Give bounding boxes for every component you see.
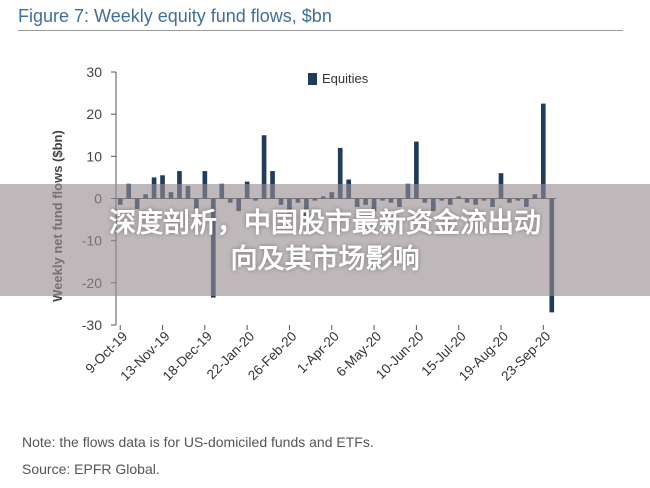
y-tick-label: 30 xyxy=(86,64,102,80)
y-tick-label: -30 xyxy=(82,317,102,333)
legend: Equities xyxy=(308,71,369,86)
y-tick-label: 20 xyxy=(86,106,102,122)
figure-title: Figure 7: Weekly equity fund flows, $bn xyxy=(18,6,332,26)
overlay-banner xyxy=(0,184,650,296)
bar-17 xyxy=(261,135,267,199)
x-tick-labels: 9-Oct-1913-Nov-1918-Dec-1922-Jan-2026-Fe… xyxy=(83,325,553,384)
chart-source: Source: EPFR Global. xyxy=(22,461,160,477)
legend-swatch xyxy=(308,73,317,85)
banner-line-1: 深度剖析，中国股市最新资金流出动 xyxy=(109,208,541,239)
banner-text: 深度剖析，中国股市最新资金流出动 向及其市场影响 xyxy=(0,206,650,278)
bar-35 xyxy=(414,141,419,199)
legend-label: Equities xyxy=(322,71,369,86)
chart-note: Note: the flows data is for US-domiciled… xyxy=(22,434,374,450)
banner-line-2: 向及其市场影响 xyxy=(230,244,420,275)
bar-26 xyxy=(337,147,343,199)
bar-50 xyxy=(540,103,546,199)
y-tick-label: 10 xyxy=(86,148,102,164)
title-divider xyxy=(18,30,623,31)
